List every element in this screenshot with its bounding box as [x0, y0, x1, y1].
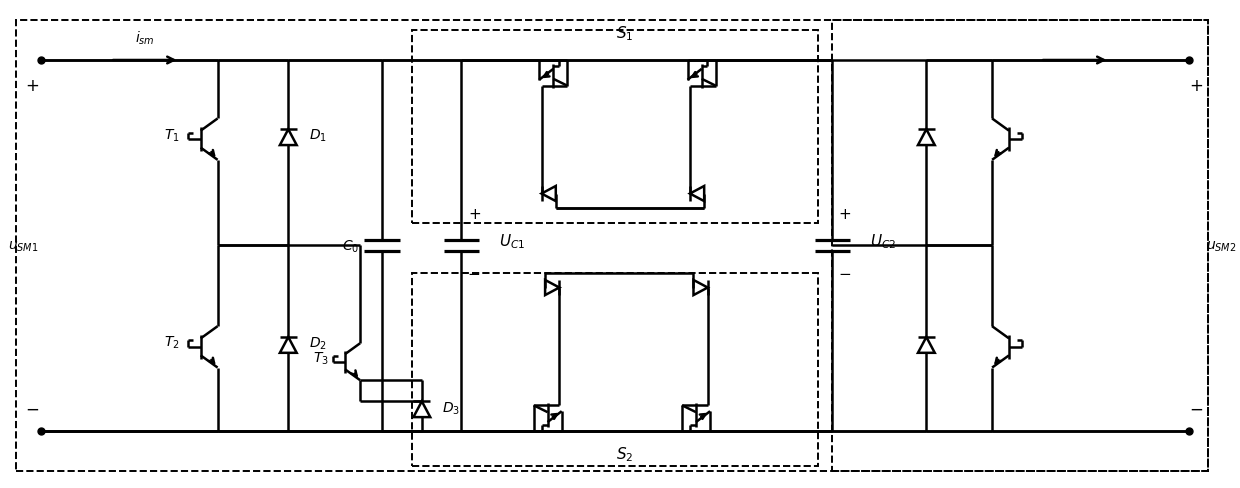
Text: +: + — [25, 77, 38, 95]
Text: −: − — [25, 399, 38, 417]
Text: $D_2$: $D_2$ — [309, 335, 327, 351]
Text: −: − — [467, 266, 481, 281]
Text: $u_{SM1}$: $u_{SM1}$ — [7, 239, 38, 253]
Text: −: − — [839, 266, 852, 281]
Bar — [832, 21, 1208, 470]
Text: $i_{sm}$: $i_{sm}$ — [135, 30, 155, 47]
Text: $u_{SM2}$: $u_{SM2}$ — [1207, 239, 1236, 253]
Text: $U_{C1}$: $U_{C1}$ — [498, 232, 526, 250]
Text: +: + — [1189, 77, 1203, 95]
Text: $D_1$: $D_1$ — [309, 128, 327, 144]
Text: +: + — [839, 207, 852, 222]
Text: $S_2$: $S_2$ — [616, 445, 634, 463]
Text: $T_2$: $T_2$ — [164, 334, 180, 351]
Text: −: − — [1189, 399, 1203, 417]
Text: $D_3$: $D_3$ — [441, 400, 460, 417]
Text: $T_3$: $T_3$ — [312, 349, 329, 366]
Text: $T_1$: $T_1$ — [164, 127, 180, 143]
Text: $U_{C2}$: $U_{C2}$ — [870, 232, 897, 250]
Text: $S_1$: $S_1$ — [616, 24, 634, 42]
Bar — [412, 31, 817, 224]
Text: $C_0$: $C_0$ — [342, 238, 360, 254]
Bar — [412, 273, 817, 466]
Text: +: + — [467, 207, 481, 222]
